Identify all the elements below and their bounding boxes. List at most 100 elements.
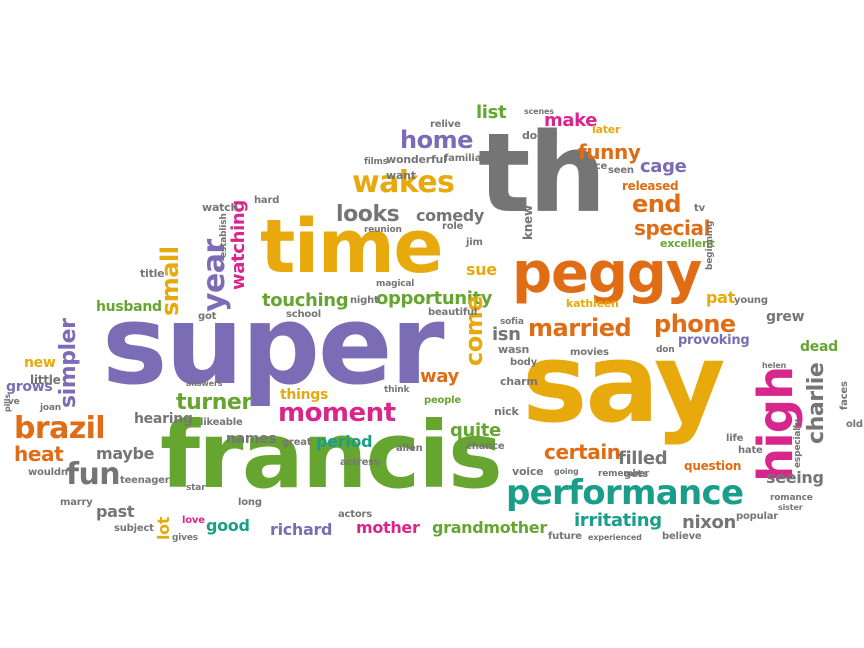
word-opportunity: opportunity [376,288,493,309]
word-period: period [316,432,373,451]
word-place: place [578,161,608,172]
word-married: married [528,314,632,342]
word-little: little [30,373,61,387]
word-think: think [384,385,410,395]
word-dead: dead [800,339,838,355]
word-gets: gets [624,469,648,480]
word-moment: moment [278,398,396,428]
word-experienced: experienced [588,533,642,542]
word-great: great [282,437,312,448]
word-got: got [198,311,217,322]
word-answers: answers [186,379,223,388]
word-time: time [260,204,444,290]
word-richard: richard [270,520,333,539]
word-future: future [548,531,582,542]
word-irritating: irritating [574,510,662,531]
word-make: make [544,110,598,131]
word-funny: funny [578,140,641,164]
word-lot: lot [154,516,173,540]
word-wasn: wasn [498,343,530,356]
word-husband: husband [96,299,162,315]
word-likeable: likeable [200,417,243,428]
word-night: night [350,295,379,306]
word-kathleen: kathleen [566,297,619,310]
word-people: people [424,395,461,406]
word-grew: grew [766,309,805,325]
word-things: things [280,387,329,403]
word-super: super [102,281,445,409]
word-subject: subject [114,523,154,534]
word-hearing: hearing [134,411,193,427]
word-sofia: sofia [500,317,524,327]
word-released: released [622,179,679,193]
word-teenager: teenager [120,475,170,486]
word-old: old [846,419,863,430]
word-movies: movies [570,347,609,358]
word-say: say [522,319,726,447]
word-romance: romance [770,493,813,503]
word-cage: cage [640,156,687,177]
word-role: role [442,221,464,232]
word-filled: filled [618,448,668,469]
word-wakes: wakes [352,165,455,200]
word-looks: looks [336,202,400,227]
word-new: new [24,355,56,371]
word-charlie: charlie [804,362,829,444]
word-want: want [386,169,416,182]
word-good: good [206,516,250,535]
word-names: names [226,431,277,447]
word-going: going [554,467,579,476]
word-sue: sue [466,260,497,279]
word-turner: turner [176,390,252,415]
word-especially: especially [793,419,803,468]
word-doubt: doubt [522,129,558,142]
word-faces: faces [839,381,850,410]
word-believe: believe [662,531,702,542]
word-nixon: nixon [682,512,736,533]
word-simpler: simpler [56,318,81,408]
word-list: list [476,102,507,123]
word-isn: isn [492,324,521,345]
word-excellent: excellent [660,237,715,250]
word-grows: grows [6,379,53,395]
word-actors: actors [338,509,373,520]
word-young: young [734,295,768,306]
word-gives: gives [172,533,198,543]
word-reunion: reunion [364,225,402,235]
word-way: way [420,366,459,387]
word-wonderful: wonderful [386,153,447,166]
word-school: school [286,309,321,320]
word-phone: phone [654,310,736,338]
word-certain: certain [544,440,621,464]
word-long: long [238,497,262,508]
word-love: love [182,515,205,526]
word-tv: tv [694,203,705,214]
word-quite: quite [450,420,501,441]
word-home: home [400,126,473,154]
word-marry: marry [60,497,93,508]
word-jim: jim [466,237,483,248]
word-charm: charm [500,375,538,388]
word-performance: performance [506,473,744,513]
word-voice: voice [512,465,544,478]
word-hard: hard [254,195,280,206]
word-title: title [140,267,165,280]
word-end: end [632,190,682,218]
word-actress: actress [340,457,380,468]
word-seeing: seeing [766,468,824,487]
word-comedy: comedy [416,206,484,225]
word-fun: fun [66,457,121,492]
word-remember: remember [598,469,649,479]
word-joan: joan [40,403,62,413]
word-establish: establish [219,213,229,258]
word-maybe: maybe [96,444,155,463]
word-knew: knew [521,205,535,240]
word-films: films [364,157,388,167]
word-provoking: provoking [678,333,750,348]
word-question: question [684,459,742,473]
word-grandmother: grandmother [432,518,547,537]
word-chance: chance [466,441,505,452]
word-body: body [510,357,537,368]
word-pat: pat [706,288,735,307]
